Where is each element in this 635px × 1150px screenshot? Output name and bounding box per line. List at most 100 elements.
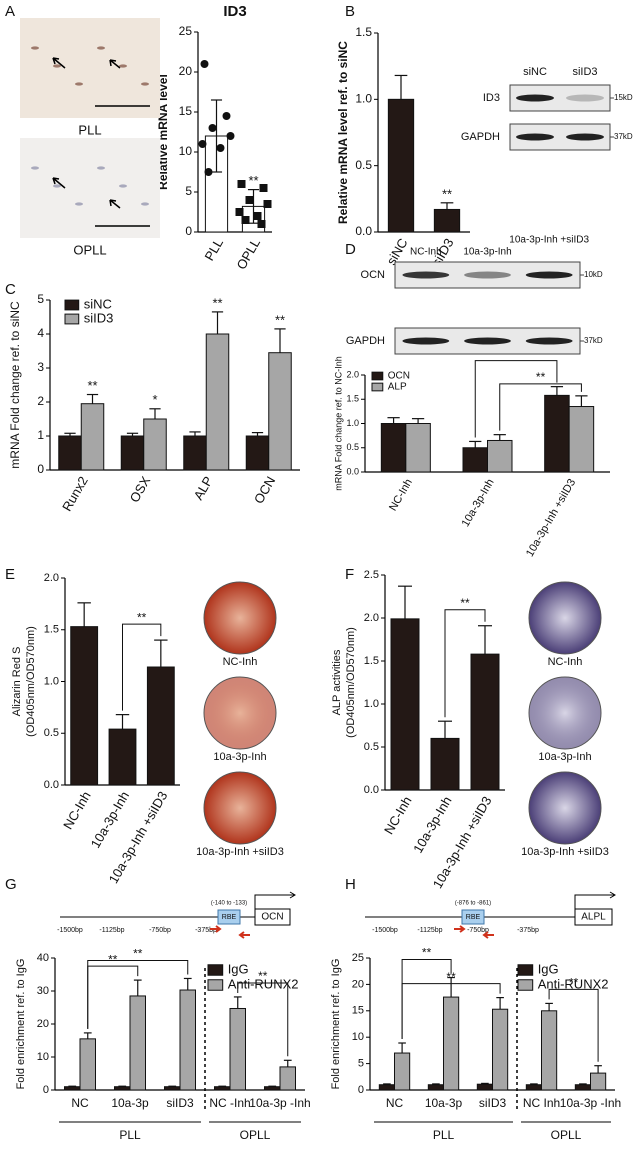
- legend-swatch: [207, 979, 224, 991]
- well-photo: [528, 771, 602, 845]
- y-tick-label: 1: [37, 428, 44, 442]
- blot-size-label: 15kD: [614, 93, 633, 102]
- legend-swatch: [371, 371, 384, 381]
- position-label: -1500bp: [57, 927, 83, 934]
- y-tick-label: 1.0: [364, 698, 379, 710]
- bar: [487, 439, 513, 473]
- y-axis-label: mRNA Fold change ref. to NC-Inh: [333, 356, 343, 491]
- bar: [58, 435, 82, 471]
- primer: [482, 931, 494, 939]
- x-tick-label: 10a-3p -Inh: [560, 1096, 621, 1110]
- group-label: OPLL: [551, 1128, 582, 1142]
- error-bar: [411, 418, 425, 424]
- bar: [492, 1008, 509, 1091]
- error-bar: [211, 311, 224, 334]
- legend-swatch: [371, 382, 384, 392]
- bar: [108, 728, 137, 786]
- x-tick-label: NC Inh: [523, 1096, 560, 1110]
- position-label: -1125bp: [417, 927, 442, 934]
- arrow: [109, 59, 121, 69]
- legend-swatch: [64, 299, 80, 311]
- well-photo: [528, 676, 602, 750]
- y-tick-label: 0.5: [346, 442, 359, 452]
- legend-swatch: [517, 964, 534, 976]
- error-bar: [115, 714, 130, 730]
- significance-label: **: [248, 173, 258, 188]
- y-tick-label: 20: [37, 1018, 49, 1030]
- legend-label: siID3: [84, 310, 114, 325]
- y-tick-label: 2.5: [364, 569, 379, 581]
- significance-label: **: [258, 969, 268, 983]
- y-tick-label: 25: [352, 952, 364, 964]
- rbe-label: RBE: [222, 914, 237, 921]
- significance-bracket: [474, 360, 558, 438]
- photo-label: OPLL: [73, 242, 106, 257]
- tissue-cell: [53, 64, 61, 68]
- error-bar: [77, 602, 91, 627]
- tissue-cell: [75, 82, 83, 86]
- data-point: [226, 132, 235, 140]
- y-tick-label: 2.0: [346, 369, 359, 379]
- y-tick-label: 5: [37, 292, 44, 306]
- tissue-cell: [53, 184, 61, 188]
- y-axis-label: Relative mRNA level ref. to siNC: [336, 41, 350, 224]
- error-bar: [233, 996, 242, 1009]
- x-tick-label: 10a-3p-Inh +siID3: [524, 477, 578, 559]
- error-bar: [545, 1002, 553, 1011]
- data-point: [237, 180, 246, 188]
- x-tick-label: Runx2: [59, 474, 91, 514]
- bar: [114, 1086, 131, 1091]
- bar: [470, 653, 500, 791]
- bar: [79, 1038, 96, 1091]
- tissue-cell: [119, 184, 127, 188]
- blot-band: [402, 271, 450, 279]
- error-bar: [251, 432, 264, 436]
- error-bar: [64, 432, 76, 436]
- error-bar: [469, 440, 482, 448]
- panel-letter: B: [345, 3, 355, 20]
- rbe-box: [461, 909, 485, 925]
- bar: [433, 208, 461, 233]
- tissue-cell: [141, 202, 149, 206]
- legend-swatch: [517, 979, 534, 991]
- bar: [143, 418, 167, 471]
- legend-label: IgG: [228, 961, 249, 976]
- y-tick-label: 1.5: [346, 394, 359, 404]
- significance-label: **: [133, 947, 143, 961]
- arrow: [52, 57, 66, 69]
- panel-letter: H: [345, 876, 356, 893]
- y-tick-label: 2.0: [364, 612, 379, 624]
- blot-band: [525, 271, 573, 279]
- x-tick-label: siID3: [479, 1096, 507, 1110]
- bar: [590, 1072, 607, 1091]
- y-tick-label: 0.5: [44, 727, 59, 739]
- y-tick-label: 20: [179, 64, 193, 78]
- panel-letter: C: [5, 281, 16, 298]
- y-tick-label: 2: [37, 394, 44, 408]
- y-tick-label: 5: [358, 1058, 364, 1070]
- site-label: (-140 to -133): [211, 901, 247, 907]
- error-bar: [478, 625, 492, 655]
- bar: [183, 435, 207, 471]
- photo-label: 10a-3p-Inh: [213, 751, 266, 763]
- bar: [430, 737, 460, 791]
- bar: [541, 1010, 558, 1091]
- bar: [574, 1084, 591, 1091]
- y-tick-label: 0: [185, 224, 192, 238]
- y-tick-label: 0.5: [355, 158, 372, 172]
- significance-label: **: [108, 952, 118, 966]
- gene-label: ALPL: [581, 912, 606, 923]
- error-bar: [154, 639, 168, 668]
- position-label: -750bp: [467, 927, 489, 934]
- blot-lane-label: 10a-3p-Inh +siID3: [509, 235, 589, 246]
- error-bar: [387, 417, 400, 424]
- blot-row-label: ID3: [483, 92, 500, 104]
- bar: [229, 1007, 246, 1091]
- tissue-photo: [20, 18, 160, 118]
- well-photo: [203, 676, 277, 750]
- bar: [64, 1086, 81, 1091]
- tss-arrow: [574, 891, 616, 909]
- legend-label: Anti-RUNX2: [538, 976, 609, 991]
- data-point: [259, 184, 268, 192]
